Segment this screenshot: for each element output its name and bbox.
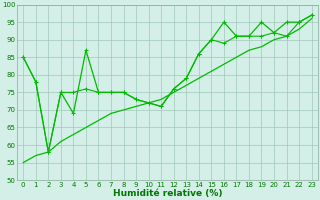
X-axis label: Humidité relative (%): Humidité relative (%) xyxy=(113,189,222,198)
